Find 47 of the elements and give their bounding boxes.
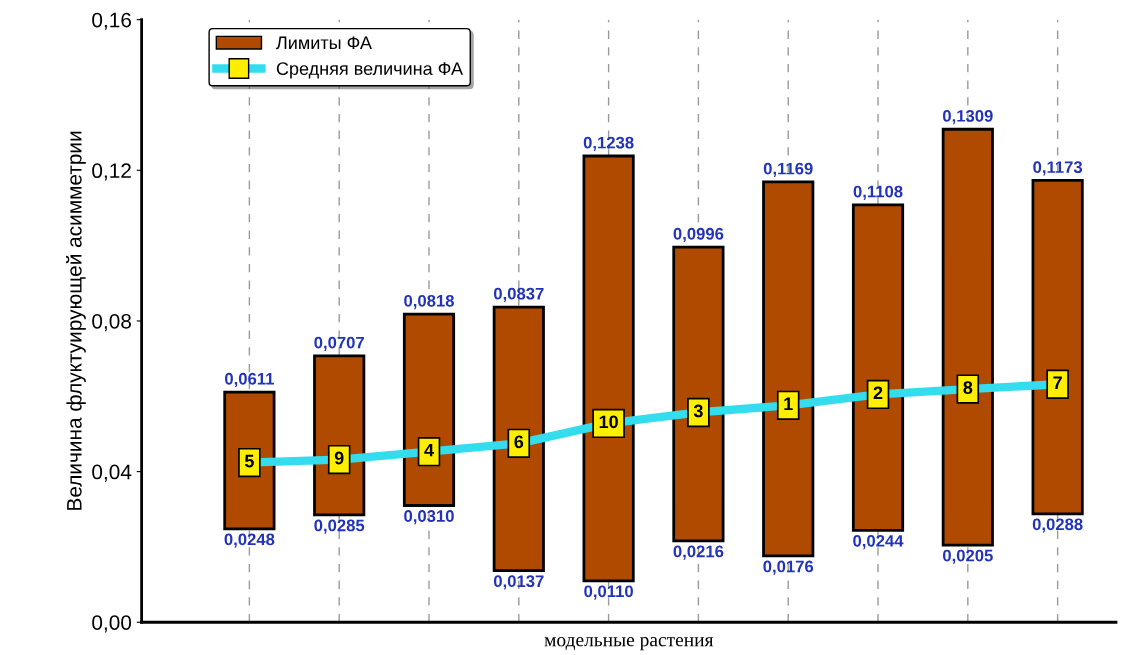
- annotation: 0,1169: [763, 162, 813, 177]
- y-tick-label: 0,00: [92, 615, 132, 633]
- annotation: 2: [873, 386, 883, 400]
- annotation: 0,1108: [853, 185, 903, 200]
- annotation: 0,0288: [1032, 518, 1083, 533]
- y-tick-label: 0,08: [92, 313, 131, 332]
- annotation: 0,1173: [1033, 161, 1083, 176]
- annotation: 0,1238: [583, 136, 634, 151]
- y-tick-label: 0,16: [92, 12, 131, 30]
- annotation: 0,0285: [314, 519, 365, 534]
- annotation: 0,0310: [404, 510, 454, 525]
- bar: [402, 312, 456, 507]
- annotation: 1: [784, 397, 793, 410]
- annotation: 3: [693, 404, 703, 418]
- annotation: 7: [1053, 376, 1062, 389]
- annotation: 0,0110: [584, 585, 633, 600]
- y-tick-label: 0,12: [92, 163, 131, 181]
- annotation: 0,1309: [943, 109, 993, 125]
- annotation: 0,0137: [493, 575, 544, 590]
- annotation: 9: [334, 451, 344, 465]
- legend-label: Лимиты ФА: [276, 36, 372, 50]
- legend-label: Средняя величина ФА: [276, 62, 464, 79]
- bar: [941, 127, 994, 547]
- annotation: 0,0248: [224, 533, 275, 548]
- annotation: 0,0176: [763, 560, 814, 575]
- bar: [762, 180, 815, 558]
- annotation: 8: [963, 381, 973, 394]
- annotation: 0,0707: [314, 336, 364, 351]
- annotation: 10: [599, 415, 618, 429]
- annotation: 0,0244: [853, 534, 904, 550]
- annotation: 0,0205: [943, 549, 993, 564]
- annotation: 0,0818: [404, 294, 454, 310]
- annotation: 0,0216: [673, 545, 724, 560]
- annotation: 0,0611: [225, 372, 274, 388]
- annotation: 0,0996: [673, 227, 724, 243]
- x-axis-title: модельные растения: [544, 637, 714, 651]
- annotation: 5: [244, 454, 254, 468]
- bar: [1031, 179, 1084, 516]
- bar: [672, 245, 725, 543]
- y-axis-title: Величина флуктуирующей асимметрии: [66, 131, 86, 510]
- annotation: 0,0837: [493, 287, 544, 302]
- annotation: 4: [424, 443, 434, 457]
- bar: [582, 154, 635, 583]
- y-tick-label: 0,04: [92, 464, 132, 482]
- annotation: 6: [514, 435, 524, 449]
- bar: [851, 203, 905, 532]
- bar: [492, 305, 545, 573]
